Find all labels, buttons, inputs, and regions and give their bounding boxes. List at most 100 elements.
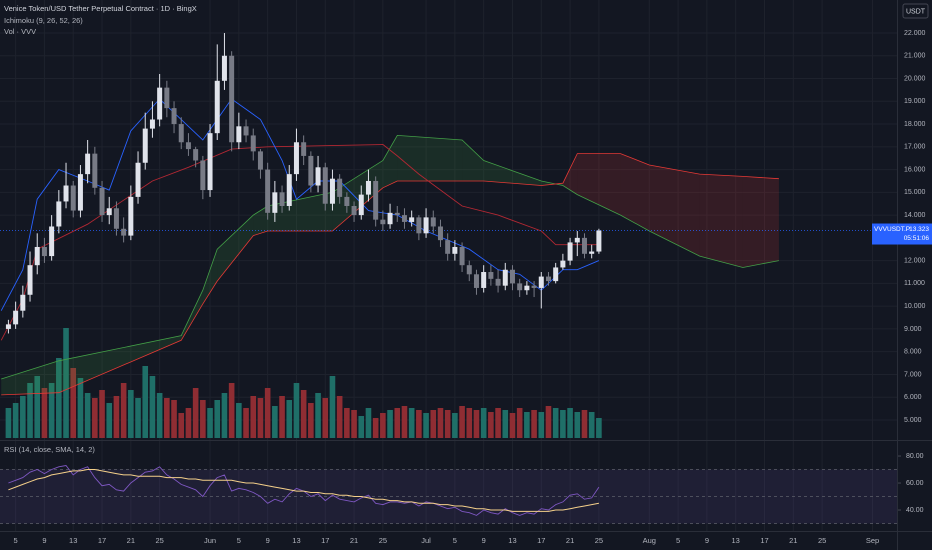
symbol-label: VVVUSDT.P	[874, 226, 910, 233]
rsi-pane	[0, 465, 897, 524]
volume-bar	[300, 390, 307, 438]
x-tick-label: 21	[789, 536, 797, 545]
x-tick-label: 17	[321, 536, 329, 545]
volume-bar	[308, 403, 314, 438]
volume-bar	[264, 388, 271, 438]
cloud-fill	[483, 160, 542, 186]
currency-button[interactable]	[902, 3, 929, 19]
volume-bar	[459, 406, 465, 438]
volume-bar	[135, 398, 141, 438]
candle-body	[437, 226, 443, 241]
volume-bar	[408, 408, 415, 438]
candle-body	[423, 217, 429, 234]
candle-body	[538, 276, 544, 288]
volume-bar	[236, 403, 242, 438]
candle-body	[207, 133, 213, 191]
candle-body	[113, 208, 119, 229]
candle-body	[351, 206, 357, 216]
x-tick-label: 9	[482, 536, 486, 545]
candle-body	[128, 196, 134, 236]
volume-bar	[365, 408, 372, 438]
cloud-fill	[397, 135, 463, 181]
currency-label[interactable]: USDT	[906, 8, 926, 15]
volume-bar	[128, 390, 134, 438]
candle-body	[178, 124, 184, 143]
candle-body	[157, 87, 163, 120]
y-tick-label: 18.000	[904, 121, 926, 128]
x-tick-label: 9	[266, 536, 270, 545]
candle-body	[164, 87, 170, 109]
volume-bar	[207, 408, 213, 438]
candle-body	[34, 246, 40, 266]
volume-bar	[516, 408, 523, 438]
candle-body	[193, 149, 199, 161]
candle-body	[265, 169, 271, 213]
candle-body	[524, 285, 530, 291]
x-tick-label: 17	[537, 536, 545, 545]
cloud-fill	[58, 335, 182, 393]
x-tick-label: 9	[42, 536, 46, 545]
rsi-tick-label: 60.00	[906, 480, 924, 487]
indicator-label: Vol · VVV	[4, 27, 36, 36]
candle-body	[5, 324, 11, 329]
candle-body	[358, 194, 364, 216]
volume-bar	[257, 398, 264, 438]
x-tick-label: 25	[595, 536, 603, 545]
candle-body	[185, 142, 191, 150]
volume-bar	[538, 412, 545, 438]
volume-bar	[92, 398, 98, 438]
x-tick-label: 13	[508, 536, 516, 545]
indicator-label: RSI (14, close, SMA, 14, 2)	[4, 445, 95, 454]
candle-body	[574, 237, 580, 243]
x-tick-label: 13	[69, 536, 77, 545]
y-tick-label: 21.000	[904, 53, 926, 60]
countdown-label: 05:51:06	[904, 235, 930, 242]
last-price-label: 13.323	[909, 226, 929, 233]
y-tick-label: 12.000	[904, 257, 926, 264]
candle-body	[13, 310, 19, 325]
candle-body	[488, 272, 494, 279]
volume-bar	[120, 383, 127, 438]
cloud-fill	[382, 135, 398, 188]
volume-bar	[480, 408, 487, 438]
x-tick-label: 13	[292, 536, 300, 545]
cloud-fill	[217, 215, 254, 282]
x-tick-label: 25	[379, 536, 387, 545]
volume-bar	[243, 408, 249, 438]
cloud-fill	[699, 174, 743, 268]
volume-bar	[149, 376, 156, 438]
candle-body	[517, 283, 523, 291]
volume-bar	[380, 413, 386, 438]
x-tick-label: Aug	[643, 536, 656, 545]
y-tick-label: 10.000	[904, 303, 926, 310]
candle-body	[214, 80, 220, 134]
candle-body	[27, 265, 33, 295]
candle-body	[272, 192, 278, 213]
candle-body	[92, 153, 98, 188]
volume-bar	[5, 408, 12, 438]
candle-body	[466, 265, 472, 275]
volume-bar	[560, 410, 566, 438]
candle-body	[70, 185, 76, 211]
candle-body	[329, 178, 335, 204]
volume-bar	[12, 403, 19, 438]
labels: Venice Token/USD Tether Perpetual Contra…	[4, 3, 929, 454]
x-tick-label: 25	[155, 536, 163, 545]
volume-bar	[192, 388, 199, 438]
candle-body	[502, 269, 508, 286]
candle-body	[243, 126, 249, 136]
candle-body	[473, 274, 479, 288]
x-tick-label: 21	[350, 536, 358, 545]
y-tick-label: 6.000	[904, 394, 922, 401]
candle-body	[20, 294, 26, 311]
candle-body	[596, 230, 602, 252]
base-line	[0, 144, 599, 341]
candle-body	[56, 201, 62, 227]
volume-bar	[84, 393, 91, 438]
volume-bar	[34, 376, 41, 438]
volume-bar	[430, 410, 437, 438]
volume-bar	[502, 410, 509, 438]
volume-bar	[394, 408, 401, 438]
